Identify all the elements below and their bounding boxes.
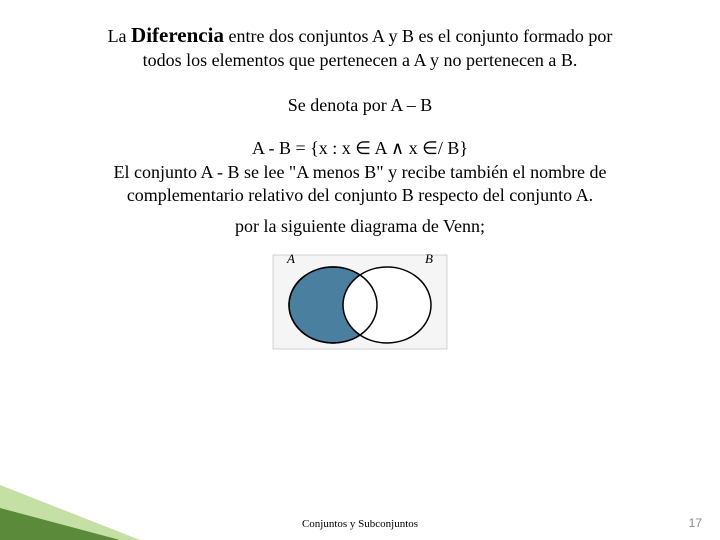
venn-intro-text: por la siguiente diagrama de Venn; — [60, 215, 660, 238]
venn-circle-b — [343, 267, 431, 343]
page-number: 17 — [689, 516, 702, 530]
venn-label-a: A — [286, 251, 295, 266]
notation-text: Se denota por A – B — [60, 95, 660, 116]
def-term: Diferencia — [131, 23, 224, 47]
definition-text: La Diferencia entre dos conjuntos A y B … — [60, 22, 660, 73]
footer-title: Conjuntos y Subconjuntos — [302, 518, 418, 530]
def-prefix: La — [108, 26, 131, 46]
footer: Conjuntos y Subconjuntos 17 — [0, 516, 720, 530]
explanation-text: El conjunto A - B se lee "A menos B" y r… — [60, 161, 660, 208]
venn-diagram: A B — [60, 247, 660, 357]
formula-text: A - B = {x : x ∈ A ∧ x ∈/ B} — [60, 138, 660, 159]
venn-svg: A B — [265, 247, 455, 357]
venn-label-b: B — [425, 251, 433, 266]
